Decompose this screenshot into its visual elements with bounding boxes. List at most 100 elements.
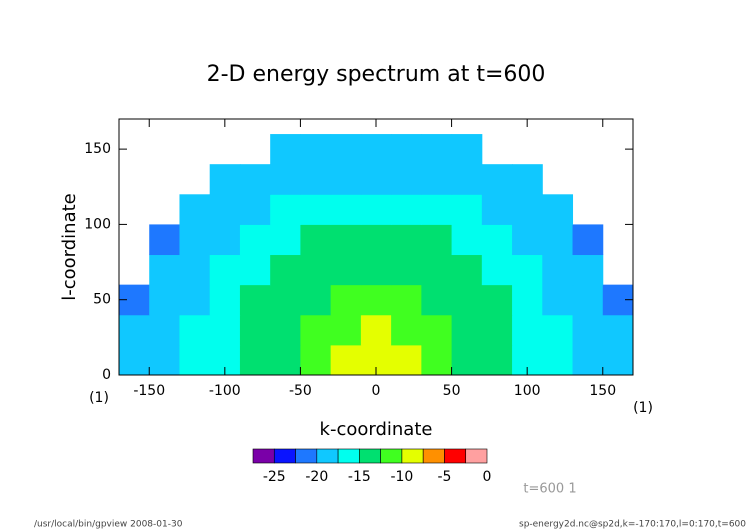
y-tick-label: 150 xyxy=(84,141,111,157)
heat-cell xyxy=(330,314,362,346)
heat-cell xyxy=(421,194,453,225)
heat-cell xyxy=(421,344,453,376)
heat-cell xyxy=(391,134,422,165)
heat-cell xyxy=(270,314,301,346)
heat-cell xyxy=(542,344,574,376)
heat-cell xyxy=(330,164,362,195)
heat-cell xyxy=(391,284,422,316)
heat-cell xyxy=(179,254,211,286)
heat-cell xyxy=(270,224,301,256)
heat-cell xyxy=(542,224,574,256)
heat-cell xyxy=(391,164,422,195)
heat-cell xyxy=(149,224,180,256)
heat-cell xyxy=(209,224,241,256)
heat-cell xyxy=(300,194,332,225)
heat-cell xyxy=(300,224,332,256)
colorbar-box xyxy=(444,448,467,464)
heat-cell xyxy=(451,224,483,256)
colorbar-tick-label: -15 xyxy=(348,469,371,485)
heat-cell xyxy=(451,314,483,346)
heat-cell xyxy=(330,224,362,256)
y-unit: (1) xyxy=(89,390,109,406)
y-tick-label: 50 xyxy=(93,292,111,308)
heat-cell xyxy=(119,314,150,346)
footer-left: /usr/local/bin/gpview 2008-01-30 xyxy=(34,520,183,530)
heat-cell xyxy=(330,344,362,376)
heat-cell xyxy=(572,284,604,316)
heat-cell xyxy=(542,284,574,316)
heat-cell xyxy=(451,254,483,286)
heat-cell xyxy=(451,344,483,376)
heat-cell xyxy=(149,254,180,286)
y-tick-label: 100 xyxy=(84,216,111,232)
heat-cell xyxy=(270,254,301,286)
heat-cell xyxy=(421,134,453,165)
heat-cell xyxy=(149,344,180,376)
heat-cell xyxy=(300,164,332,195)
footer-right: sp-energy2d.nc@sp2d,k=-170:170,l=0:170,t… xyxy=(519,520,746,530)
colorbar-tick-label: 0 xyxy=(483,469,492,485)
colorbar-box xyxy=(380,448,403,464)
x-tick-label: 50 xyxy=(443,383,461,399)
info-label: t=600 1 xyxy=(523,482,576,497)
heat-cell xyxy=(179,314,211,346)
heat-cell xyxy=(239,314,271,346)
x-axis-label: k-coordinate xyxy=(320,419,433,440)
heat-cell xyxy=(451,194,483,225)
heat-cell xyxy=(179,344,211,376)
heat-cell xyxy=(300,314,332,346)
heat-cell xyxy=(391,314,422,346)
heat-cell xyxy=(572,224,604,256)
heat-cell xyxy=(542,254,574,286)
heat-cell xyxy=(391,224,422,256)
heat-cell xyxy=(572,314,604,346)
heat-cell xyxy=(512,224,543,256)
heat-cell xyxy=(239,224,271,256)
heat-cell xyxy=(360,194,392,225)
heat-cell xyxy=(239,254,271,286)
heat-cell xyxy=(451,284,483,316)
heat-cell xyxy=(481,164,513,195)
heat-cell xyxy=(270,284,301,316)
colorbar-tick-label: -5 xyxy=(437,469,451,485)
heat-cell xyxy=(421,284,453,316)
heat-cell xyxy=(330,134,362,165)
heat-cell xyxy=(360,284,392,316)
chart-title: 2-D energy spectrum at t=600 xyxy=(207,62,546,87)
heat-cell xyxy=(119,344,150,376)
heat-cell xyxy=(481,284,513,316)
x-tick-label: 150 xyxy=(589,383,616,399)
heat-cell xyxy=(149,284,180,316)
heat-cell xyxy=(360,224,392,256)
heat-cell xyxy=(451,134,483,165)
heat-cell xyxy=(239,194,271,225)
heat-cell xyxy=(330,254,362,286)
heat-cell xyxy=(239,164,271,195)
heat-cell xyxy=(360,164,392,195)
heat-cell xyxy=(360,314,392,346)
heat-cell xyxy=(602,344,634,376)
colorbar-box xyxy=(295,448,318,464)
heat-cell xyxy=(149,314,180,346)
heat-cell xyxy=(512,194,543,225)
heat-cell xyxy=(270,194,301,225)
heat-cell xyxy=(179,224,211,256)
x-tick-label: 100 xyxy=(514,383,541,399)
heat-cell xyxy=(270,134,301,165)
heat-cell xyxy=(179,194,211,225)
colorbar-box xyxy=(422,448,445,464)
heat-cell xyxy=(451,164,483,195)
heat-cell xyxy=(421,254,453,286)
heat-cell xyxy=(330,194,362,225)
x-tick-label: -50 xyxy=(289,383,312,399)
heat-cell xyxy=(209,284,241,316)
heat-cell xyxy=(481,194,513,225)
colorbar-tick-label: -10 xyxy=(390,469,413,485)
heat-cell xyxy=(209,194,241,225)
heat-cell xyxy=(239,344,271,376)
heat-cell xyxy=(512,314,543,346)
x-tick-label: -150 xyxy=(133,383,165,399)
colorbar-box xyxy=(465,448,488,464)
heat-cell xyxy=(239,284,271,316)
